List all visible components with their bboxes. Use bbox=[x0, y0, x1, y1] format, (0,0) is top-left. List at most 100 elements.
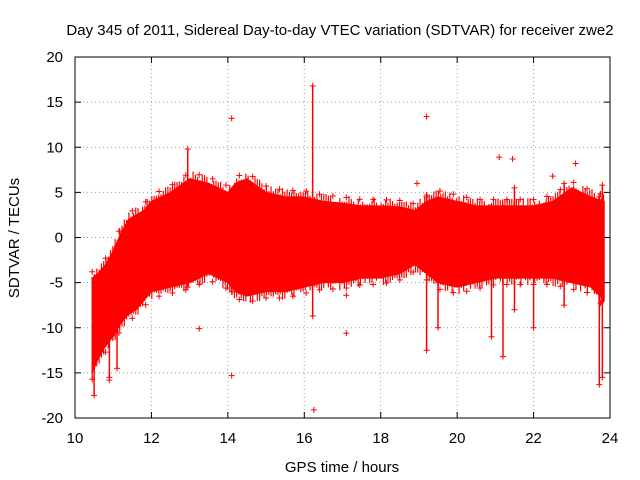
data-point bbox=[142, 198, 149, 205]
x-axis-label: GPS time / hours bbox=[285, 459, 399, 476]
data-point bbox=[410, 269, 417, 276]
data-point bbox=[396, 197, 403, 204]
data-point bbox=[435, 324, 442, 331]
data-point bbox=[184, 146, 191, 153]
x-tick-label: 18 bbox=[372, 430, 389, 447]
data-point bbox=[517, 196, 524, 203]
data-point bbox=[142, 301, 149, 308]
data-point bbox=[316, 286, 323, 293]
data-point bbox=[549, 173, 556, 180]
data-point bbox=[490, 196, 497, 203]
x-tick-label: 10 bbox=[67, 430, 84, 447]
data-point bbox=[310, 406, 317, 413]
data-point bbox=[102, 349, 109, 356]
data-point bbox=[89, 268, 96, 275]
data-point bbox=[414, 180, 421, 187]
data-point bbox=[572, 160, 579, 167]
data-point bbox=[169, 181, 176, 188]
data-point bbox=[182, 286, 189, 293]
data-point bbox=[557, 283, 564, 290]
data-point bbox=[530, 281, 537, 288]
data-point bbox=[450, 289, 457, 296]
data-point bbox=[599, 182, 606, 189]
data-point bbox=[309, 313, 316, 320]
data-point bbox=[500, 353, 506, 360]
data-point bbox=[102, 255, 109, 262]
data-point bbox=[561, 302, 568, 309]
data-point bbox=[129, 207, 136, 214]
data-point bbox=[596, 381, 603, 388]
data-point bbox=[129, 315, 136, 322]
data-point bbox=[597, 190, 604, 197]
data-point bbox=[114, 365, 121, 372]
data-point bbox=[343, 330, 350, 337]
data-point bbox=[356, 196, 363, 203]
data-point bbox=[463, 194, 470, 201]
x-tick-label: 22 bbox=[525, 430, 542, 447]
data-point bbox=[511, 184, 518, 191]
y-tick-label: 5 bbox=[55, 184, 63, 201]
data-point bbox=[228, 216, 235, 223]
data-point bbox=[263, 183, 270, 190]
data-point bbox=[463, 288, 470, 295]
data-point bbox=[209, 278, 216, 285]
data-point bbox=[343, 285, 350, 292]
x-tick-label: 20 bbox=[449, 430, 466, 447]
data-point bbox=[156, 188, 163, 195]
data-point bbox=[488, 333, 495, 340]
data-point bbox=[343, 194, 350, 201]
data-point bbox=[356, 281, 363, 288]
data-point bbox=[228, 372, 235, 379]
data-point bbox=[509, 155, 516, 162]
data-point bbox=[236, 296, 243, 303]
data-point bbox=[383, 196, 390, 203]
data-point bbox=[490, 281, 497, 288]
data-point bbox=[423, 192, 430, 199]
data-point bbox=[316, 191, 323, 198]
data-point bbox=[303, 290, 310, 297]
x-tick-label: 12 bbox=[143, 430, 160, 447]
data-layer bbox=[89, 82, 606, 413]
data-point bbox=[115, 329, 122, 336]
data-point bbox=[503, 196, 510, 203]
data-point bbox=[383, 280, 390, 287]
data-point bbox=[156, 293, 163, 300]
data-point bbox=[477, 285, 484, 292]
data-point bbox=[517, 281, 524, 288]
data-point bbox=[91, 392, 98, 399]
data-point bbox=[114, 243, 121, 250]
data-point bbox=[222, 182, 229, 189]
y-tick-label: 10 bbox=[46, 139, 63, 156]
data-point bbox=[89, 376, 96, 383]
data-point bbox=[370, 196, 377, 203]
data-point bbox=[511, 306, 518, 313]
data-point bbox=[570, 179, 577, 186]
axis-ticks: 10 12 14 16 18 20 22 24 -20 -15 -10 -5 0 5 10 15 20 bbox=[41, 49, 618, 447]
y-tick-label: -20 bbox=[41, 410, 63, 427]
data-point bbox=[196, 281, 203, 288]
data-point bbox=[370, 281, 377, 288]
data-point bbox=[303, 188, 310, 195]
y-tick-label: 15 bbox=[46, 94, 63, 111]
data-point bbox=[488, 202, 495, 209]
data-point bbox=[436, 188, 443, 195]
data-point bbox=[436, 286, 443, 293]
data-point bbox=[584, 185, 591, 192]
data-point bbox=[209, 175, 216, 182]
y-tick-label: -5 bbox=[50, 275, 63, 292]
data-point bbox=[450, 191, 457, 198]
data-point bbox=[597, 300, 604, 307]
data-point bbox=[596, 193, 603, 200]
y-tick-label: 0 bbox=[55, 230, 63, 247]
data-point bbox=[106, 270, 113, 277]
data-point bbox=[228, 288, 235, 295]
data-point bbox=[543, 281, 550, 288]
data-point bbox=[503, 281, 510, 288]
data-point bbox=[570, 286, 577, 293]
y-tick-label: 20 bbox=[46, 49, 63, 66]
data-point bbox=[584, 289, 591, 296]
data-point bbox=[500, 202, 506, 209]
data-point bbox=[196, 171, 203, 178]
y-tick-label: -15 bbox=[41, 365, 63, 382]
